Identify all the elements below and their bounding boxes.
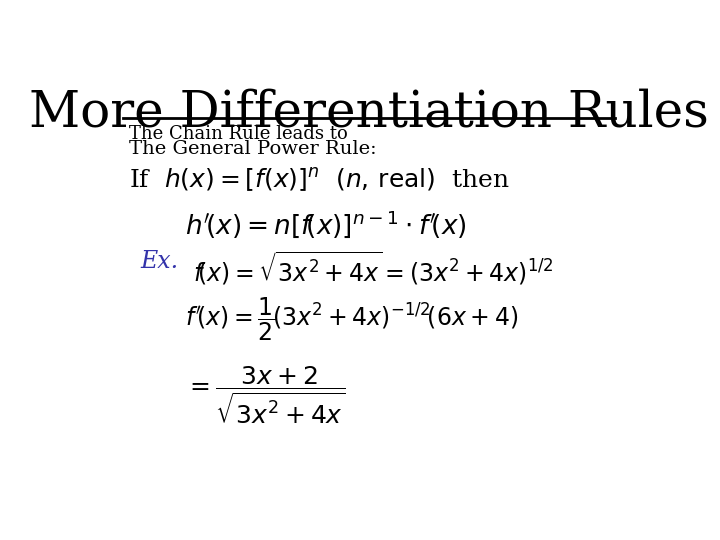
Text: $h'\!(x) = n\left[f\!\left(x\right)\right]^{n-1} \cdot f'\!(x)$: $h'\!(x) = n\left[f\!\left(x\right)\righ… [185, 208, 467, 240]
Text: $= \dfrac{3x+2}{\sqrt{3x^2+4x}}$: $= \dfrac{3x+2}{\sqrt{3x^2+4x}}$ [185, 365, 346, 427]
Text: Ex.: Ex. [140, 250, 179, 273]
Text: If  $h(x) = \left[f\left(x\right)\right]^{n}$  $\left(n,\,\mathrm{real}\right)$ : If $h(x) = \left[f\left(x\right)\right]^… [129, 167, 510, 194]
Text: More Differentiation Rules: More Differentiation Rules [29, 87, 709, 137]
Text: The General Power Rule:: The General Power Rule: [129, 140, 377, 158]
Text: The Chain Rule leads to: The Chain Rule leads to [129, 125, 348, 143]
Text: $f\!\left(x\right) = \sqrt{3x^2+4x} = \left(3x^2+4x\right)^{1/2}$: $f\!\left(x\right) = \sqrt{3x^2+4x} = \l… [193, 250, 554, 287]
Text: $f'\!\left(x\right) = \dfrac{1}{2}\!\left(3x^2+4x\right)^{-1/2}\!\left(6x+4\righ: $f'\!\left(x\right) = \dfrac{1}{2}\!\lef… [185, 295, 518, 343]
